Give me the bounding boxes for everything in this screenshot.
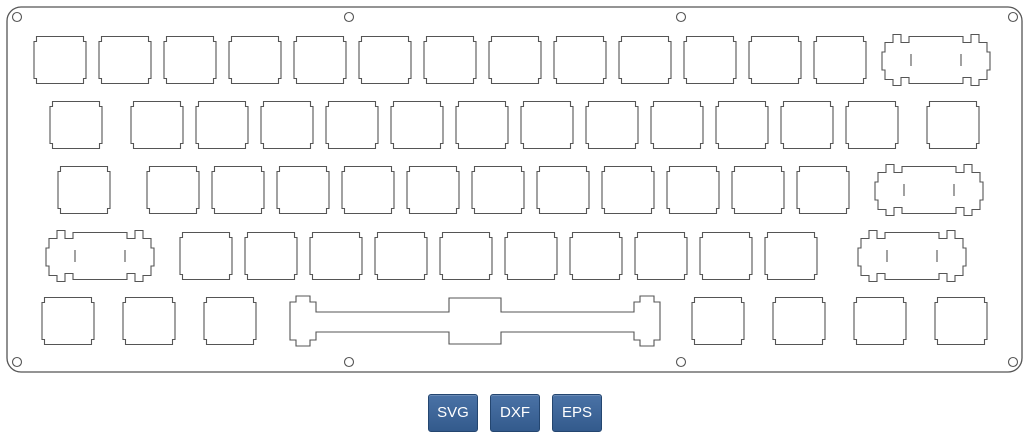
key-switch-cutout <box>634 231 688 281</box>
key-switch-cutout <box>699 231 753 281</box>
mount-hole <box>675 11 687 23</box>
key-switch-cutout <box>471 165 525 215</box>
key-switch-cutout <box>520 100 574 150</box>
key-switch-cutout <box>439 231 493 281</box>
key-switch-cutout <box>244 231 298 281</box>
key-switch-cutout <box>569 231 623 281</box>
export-button-group: SVG DXF EPS <box>428 394 602 432</box>
key-switch-cutout <box>211 165 265 215</box>
mount-hole <box>343 11 355 23</box>
key-switch-cutout <box>49 100 103 150</box>
key-switch-cutout <box>122 296 176 346</box>
mount-hole <box>1007 356 1019 368</box>
plate-outline <box>6 6 1023 373</box>
key-switch-cutout <box>650 100 704 150</box>
key-switch-cutout <box>772 296 826 346</box>
key-switch-cutout <box>691 296 745 346</box>
key-switch-cutout <box>33 35 87 85</box>
stabilized-key-cutout <box>874 163 984 217</box>
key-switch-cutout <box>98 35 152 85</box>
key-switch-cutout <box>195 100 249 150</box>
key-switch-cutout <box>455 100 509 150</box>
key-switch-cutout <box>926 100 980 150</box>
key-switch-cutout <box>203 296 257 346</box>
mount-hole <box>11 11 23 23</box>
key-switch-cutout <box>845 100 899 150</box>
key-switch-cutout <box>341 165 395 215</box>
key-switch-cutout <box>146 165 200 215</box>
key-switch-cutout <box>715 100 769 150</box>
key-switch-cutout <box>358 35 412 85</box>
mount-holes <box>11 11 1019 368</box>
key-switch-cutout <box>618 35 672 85</box>
keyboard-plate-preview <box>6 6 1023 373</box>
key-switch-cutout <box>163 35 217 85</box>
key-switch-cutout <box>179 231 233 281</box>
key-switch-cutout <box>666 165 720 215</box>
stabilized-key-cutout <box>881 33 991 87</box>
spacebar-cutout <box>289 295 661 347</box>
key-switch-cutout <box>585 100 639 150</box>
key-switch-cutout <box>601 165 655 215</box>
key-switch-cutout <box>683 35 737 85</box>
mount-hole <box>1007 11 1019 23</box>
key-switch-cutout <box>504 231 558 281</box>
key-switch-cutout <box>813 35 867 85</box>
key-switch-cutout <box>309 231 363 281</box>
key-switch-cutout <box>390 100 444 150</box>
key-switch-cutout <box>780 100 834 150</box>
key-switch-cutout <box>536 165 590 215</box>
key-switch-cutout <box>796 165 850 215</box>
mount-hole <box>343 356 355 368</box>
key-switch-cutout <box>276 165 330 215</box>
mount-hole <box>11 356 23 368</box>
key-switch-cutout <box>374 231 428 281</box>
switch-cutouts <box>33 33 991 347</box>
key-switch-cutout <box>488 35 542 85</box>
stabilized-key-cutout <box>857 229 967 283</box>
export-eps-button[interactable]: EPS <box>552 394 602 432</box>
key-switch-cutout <box>325 100 379 150</box>
export-dxf-button[interactable]: DXF <box>490 394 540 432</box>
key-switch-cutout <box>406 165 460 215</box>
key-switch-cutout <box>553 35 607 85</box>
key-switch-cutout <box>731 165 785 215</box>
key-switch-cutout <box>934 296 988 346</box>
stabilized-key-cutout <box>45 229 155 283</box>
key-switch-cutout <box>293 35 347 85</box>
key-switch-cutout <box>423 35 477 85</box>
mount-hole <box>675 356 687 368</box>
key-switch-cutout <box>228 35 282 85</box>
key-switch-cutout <box>748 35 802 85</box>
key-switch-cutout <box>57 165 111 215</box>
key-switch-cutout <box>764 231 818 281</box>
key-switch-cutout <box>853 296 907 346</box>
export-svg-button[interactable]: SVG <box>428 394 478 432</box>
key-switch-cutout <box>260 100 314 150</box>
key-switch-cutout <box>41 296 95 346</box>
key-switch-cutout <box>130 100 184 150</box>
